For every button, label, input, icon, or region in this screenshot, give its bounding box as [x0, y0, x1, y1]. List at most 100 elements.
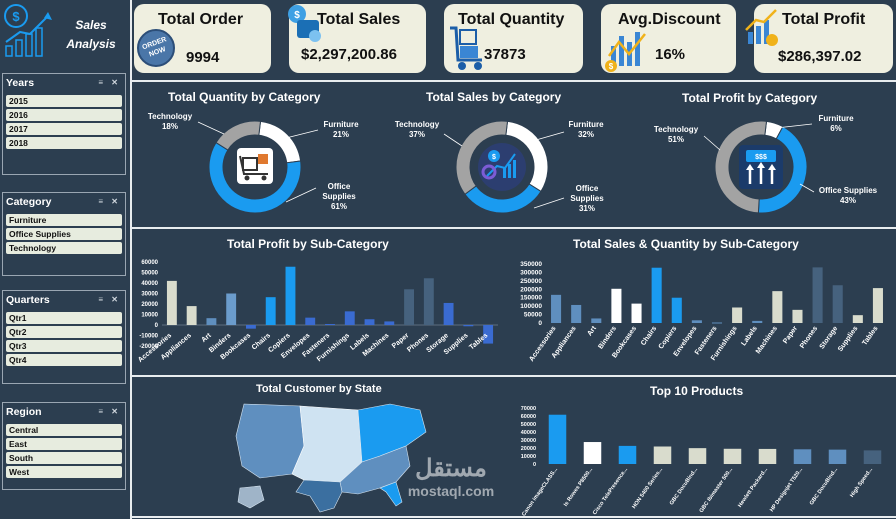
order-now-stamp-icon: ORDER NOW	[137, 29, 175, 67]
slicer-item-central[interactable]: Central	[6, 424, 122, 436]
svg-text:$: $	[294, 10, 300, 21]
x-tick-label: Tables	[861, 325, 879, 347]
clear-filter-icon[interactable]: ≡ ✕	[98, 407, 121, 416]
bar[interactable]	[872, 288, 883, 323]
data-label: Technology 18%	[144, 112, 196, 132]
slicer-item-west[interactable]: West	[6, 466, 122, 478]
x-tick-label: GBC DocuBind...	[809, 466, 840, 506]
bar[interactable]	[571, 304, 582, 323]
bar[interactable]	[631, 303, 642, 323]
map-region-west[interactable]	[235, 403, 305, 479]
slicer-item-2018[interactable]: 2018	[6, 137, 122, 149]
bar[interactable]	[246, 325, 256, 329]
data-label-name: Technology	[147, 112, 193, 121]
bar[interactable]	[653, 446, 672, 464]
map-region-texas[interactable]	[295, 479, 343, 513]
bar[interactable]	[583, 442, 602, 464]
slicer-item-2015[interactable]: 2015	[6, 95, 122, 107]
bar[interactable]	[305, 317, 316, 325]
x-tick-label: High Speed...	[849, 466, 874, 498]
bar[interactable]	[752, 320, 763, 323]
x-tick-label: Is Rowes P8500...	[563, 466, 594, 507]
bar[interactable]	[364, 319, 375, 325]
bar[interactable]	[186, 306, 197, 325]
bar[interactable]	[404, 289, 414, 325]
map-region-florida[interactable]	[379, 481, 403, 507]
bar[interactable]	[772, 291, 783, 323]
clear-filter-icon[interactable]: ≡ ✕	[98, 78, 121, 87]
bar[interactable]	[863, 450, 882, 464]
bar[interactable]	[793, 449, 812, 464]
slicer-item-qtr1[interactable]: Qtr1	[6, 312, 122, 324]
bar[interactable]	[758, 448, 777, 464]
bar[interactable]	[344, 311, 355, 325]
clear-filter-icon[interactable]: ≡ ✕	[98, 295, 121, 304]
bar[interactable]	[852, 315, 863, 323]
section-divider	[132, 227, 896, 229]
slicer-item-office-supplies[interactable]: Office Supplies	[6, 228, 122, 240]
kpi-value: 16%	[655, 46, 686, 63]
bar[interactable]	[265, 297, 276, 325]
y-tick-label: 20000	[141, 302, 158, 308]
bar[interactable]	[832, 285, 843, 323]
donut-slice-office-supplies[interactable]	[208, 141, 302, 214]
bar[interactable]	[618, 445, 637, 464]
slicer-item-2017[interactable]: 2017	[6, 123, 122, 135]
donut-slice-technology[interactable]	[714, 120, 768, 214]
bar[interactable]	[671, 297, 682, 323]
data-label-value: 37%	[408, 130, 425, 139]
slicer-item-south[interactable]: South	[6, 452, 122, 464]
bar[interactable]	[551, 294, 562, 323]
chart-title: Total Profit by Sub-Category	[227, 237, 389, 251]
kpi-total-quantity: Total Quantity 37873	[444, 4, 583, 73]
bar[interactable]	[792, 309, 803, 323]
slicer-item-qtr3[interactable]: Qtr3	[6, 340, 122, 352]
x-tick-label: Art	[200, 332, 213, 344]
section-divider	[132, 80, 896, 82]
bar[interactable]	[711, 322, 723, 324]
bar[interactable]	[723, 448, 742, 464]
slicer-item-furniture[interactable]: Furniture	[6, 214, 122, 226]
y-tick-label: 150000	[520, 295, 542, 302]
bar[interactable]	[812, 267, 823, 323]
bar[interactable]	[384, 321, 395, 325]
donut-slice-technology[interactable]	[455, 120, 509, 195]
bar[interactable]	[688, 448, 707, 464]
kpi-label: Total Profit	[782, 11, 866, 28]
bar[interactable]	[732, 307, 743, 323]
bar[interactable]	[548, 414, 567, 464]
bar[interactable]	[325, 324, 335, 326]
y-tick-label: 300000	[520, 269, 542, 276]
clear-filter-icon[interactable]: ≡ ✕	[98, 197, 121, 206]
slicer-item-2016[interactable]: 2016	[6, 109, 122, 121]
bar[interactable]	[166, 280, 177, 325]
y-tick-label: 40000	[521, 430, 536, 436]
bar[interactable]	[591, 318, 602, 323]
slicer-item-qtr4[interactable]: Qtr4	[6, 354, 122, 366]
bar[interactable]	[828, 449, 847, 464]
bar[interactable]	[206, 318, 217, 325]
bar[interactable]	[463, 325, 474, 327]
map-region-alaska[interactable]	[237, 485, 265, 509]
bar[interactable]	[611, 288, 622, 323]
slicer-item-east[interactable]: East	[6, 438, 122, 450]
data-label-value: 43%	[839, 196, 856, 205]
watermark-logo: مستقل mostaql.com	[396, 455, 506, 509]
bar[interactable]	[226, 293, 237, 326]
data-label-value: 18%	[161, 122, 178, 131]
slicer-item-technology[interactable]: Technology	[6, 242, 122, 254]
bar[interactable]	[651, 267, 662, 323]
slicer-item-qtr2[interactable]: Qtr2	[6, 326, 122, 338]
donut-slice-technology[interactable]	[215, 120, 262, 151]
data-label-name: Technology	[653, 125, 699, 134]
data-label: Furniture 32%	[562, 120, 610, 140]
bar[interactable]	[285, 266, 296, 325]
bar[interactable]	[443, 302, 454, 325]
bar[interactable]	[423, 278, 434, 325]
bar[interactable]	[483, 325, 494, 344]
money-coins-icon: $	[288, 5, 321, 42]
chart-title: Total Profit by Category	[682, 91, 818, 105]
bar[interactable]	[691, 320, 702, 323]
data-label-value: 31%	[578, 204, 595, 213]
map-region-south[interactable]	[339, 445, 411, 495]
